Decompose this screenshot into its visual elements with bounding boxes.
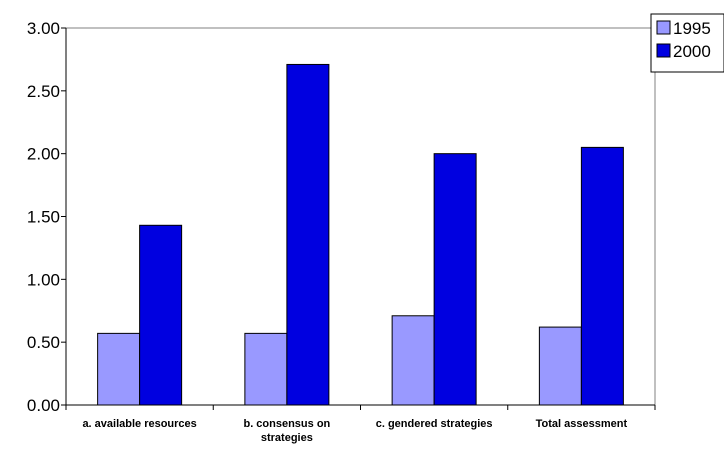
y-tick-label: 0.00 xyxy=(27,396,60,415)
bar-2000-2 xyxy=(433,153,477,406)
y-tick-label: 2.00 xyxy=(27,145,60,164)
y-tick-label: 1.00 xyxy=(27,270,60,289)
bar-1995-0 xyxy=(97,332,141,406)
legend: 1995 2000 xyxy=(650,13,724,73)
bar-1995-1 xyxy=(244,332,288,406)
y-tick-label: 0.50 xyxy=(27,333,60,352)
x-category-label: a. available resources xyxy=(82,418,196,430)
bars-layer xyxy=(97,63,624,406)
x-category-label: Total assessment xyxy=(536,418,628,430)
x-category-label: strategies xyxy=(261,432,313,444)
x-category-label: c. gendered strategies xyxy=(376,418,493,430)
legend-label-2000: 2000 xyxy=(673,42,711,61)
y-tick-label: 2.50 xyxy=(27,82,60,101)
legend-swatch-2000 xyxy=(656,43,671,58)
y-tick-label: 3.00 xyxy=(27,19,60,38)
legend-label-1995: 1995 xyxy=(673,19,711,38)
bar-1995-3 xyxy=(538,326,582,406)
legend-swatch-1995 xyxy=(656,20,671,35)
bar-2000-1 xyxy=(286,63,330,406)
x-category-label: b. consensus on xyxy=(243,418,330,430)
bar-1995-2 xyxy=(391,315,435,406)
bar-2000-3 xyxy=(580,146,624,406)
bar-2000-0 xyxy=(139,224,183,406)
y-axis: 0.00 0.50 1.00 1.50 2.00 2.50 3.00 xyxy=(27,19,66,415)
y-tick-label: 1.50 xyxy=(27,208,60,227)
x-axis: a. available resources b. consensus on str… xyxy=(65,405,656,444)
